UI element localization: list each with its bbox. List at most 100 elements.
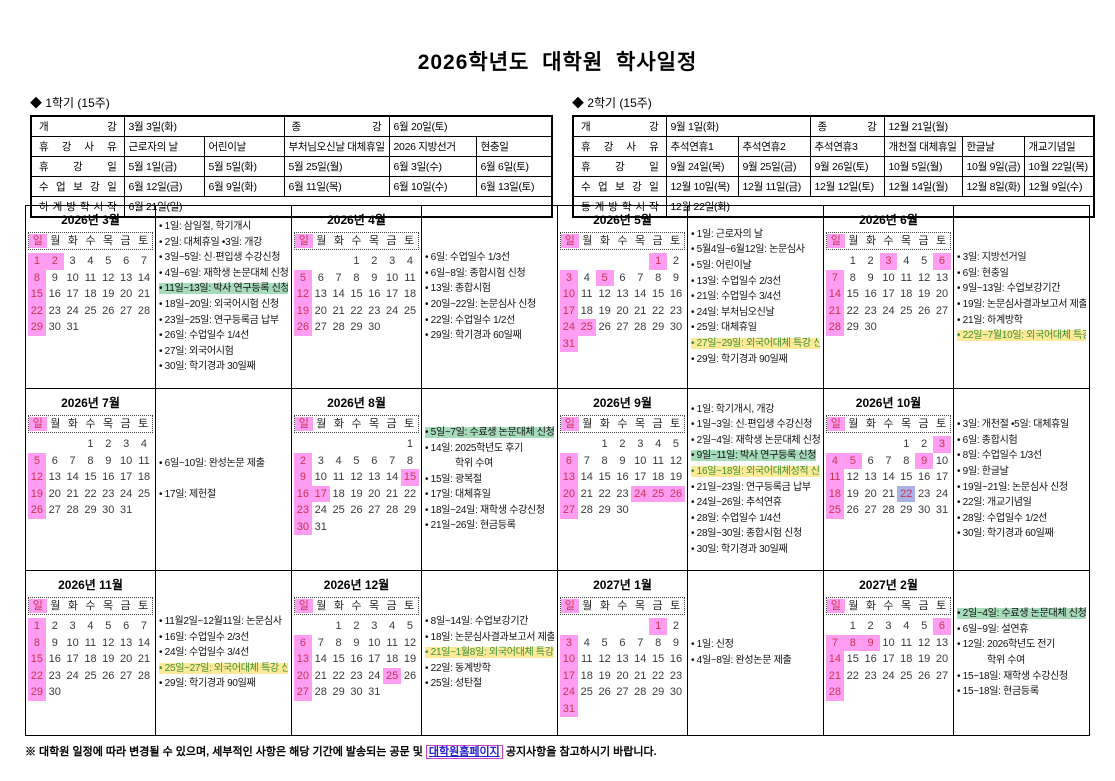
calendar-day: 23 <box>918 487 931 500</box>
calendar-day: 8 <box>406 454 414 467</box>
calendar-week: 18 19 20 21 22 23 24 <box>826 485 951 502</box>
homepage-link[interactable]: 대학원홈페이지 <box>425 745 503 759</box>
calendar-day <box>383 519 401 536</box>
calendar-note: • 30일: 학기경과 30일째 <box>691 542 820 558</box>
note-text: • 25일~27일: 외국어대체 특강 신청 <box>159 662 288 674</box>
semester-2-heading: ◆ 2학기 (15주) <box>572 96 652 110</box>
calendar-day: 28 <box>137 304 151 317</box>
calendar-week: 14 15 16 17 18 19 20 <box>826 286 951 303</box>
weekday-label: 토 <box>936 600 947 612</box>
note-text: • 28일~30일: 종합시험 신청 <box>691 528 802 540</box>
calendar-week: 19 20 21 22 23 24 25 <box>28 485 153 502</box>
calendar-day: 11 <box>900 636 912 649</box>
calendar-day: 23 <box>864 669 877 682</box>
calendar-day: 6 <box>317 271 324 284</box>
calendar-day <box>135 319 153 336</box>
calendar-day <box>99 684 117 701</box>
calendar-day: 17 <box>560 302 578 319</box>
calendar-day: 14 <box>332 288 345 300</box>
calendar-day: 4 <box>903 255 910 267</box>
calendar-week: 27 28 29 30 31 <box>294 684 419 701</box>
calendar-day: 18 <box>386 653 399 665</box>
calendar-day: 12 <box>598 288 611 300</box>
calendar-day: 18 <box>403 288 417 300</box>
calendar-day: 24 <box>631 485 650 502</box>
notes-list: • 2일~4일: 수료생 논문대체 신청 • 6일~9일: 설연휴 • 12일: 2… <box>957 606 1086 700</box>
calendar-note: • 20일~22일: 논문심사 신청 <box>425 297 554 313</box>
semester-value: 6월 3일(수) <box>388 156 477 177</box>
weekday-label: 토 <box>138 418 149 430</box>
calendar-day: 28 <box>634 321 647 333</box>
calendar-note: • 6일: 종합시험 <box>957 433 1086 449</box>
calendar-day: 15 <box>846 288 859 300</box>
calendar-note: • 9일~13일: 수업보강기간 <box>957 281 1086 297</box>
calendar-day: 21 <box>137 288 151 300</box>
weekday-label: 수 <box>617 235 628 247</box>
calendar-day: 10 <box>634 454 647 467</box>
calendar-day: 6 <box>371 454 378 467</box>
weekday-label: 일 <box>29 417 47 431</box>
calendar-day: 23 <box>669 304 683 317</box>
note-text: • 5일~7일: 수료생 논문대체 신청 <box>425 426 554 438</box>
note-text: • 21일: 하계방학 <box>957 314 1023 326</box>
calendar-day: 9 <box>672 636 680 649</box>
calendar-day: 12 <box>102 636 115 649</box>
note-text: • 9일: 한글날 <box>957 465 1009 477</box>
notes-list: • 1일: 근로자의 날 • 5월4일~6월12일: 논문심사 • 5일: 어린이날… <box>691 227 820 367</box>
note-text: • 11일~13일: 박사 연구등록 신청 <box>159 283 288 295</box>
note-text: • 15~18일: 재학생 수강신청 <box>957 670 1068 682</box>
calendar-note: • 9일: 한글날 <box>957 464 1086 480</box>
month-title: 2026년 10월 <box>855 396 922 410</box>
calendar-day: 22 <box>28 302 46 319</box>
note-text: • 24일~26일: 추석연휴 <box>691 497 782 509</box>
note-text: • 24일: 수업일수 3/4선 <box>159 647 250 659</box>
calendar-day: 28 <box>826 684 844 701</box>
calendar-week: 27 28 29 30 <box>560 502 685 519</box>
page-title: 2026학년도 대학원 학사일정 <box>417 51 698 74</box>
calendar-day <box>294 253 312 270</box>
calendar-day <box>82 319 100 336</box>
calendar-weeks: 1 2 3 4 5 6 7 8 9 10 11 12 13 14 15 16 17 18 19 20 21 22 23 24 2… <box>28 253 153 336</box>
calendar-day: 16 <box>48 288 61 300</box>
calendar-note: • 24일: 수업일수 3/4선 <box>159 645 288 661</box>
calendar-day: 1 <box>649 618 668 635</box>
calendar-day <box>614 336 632 353</box>
weekday-label: 화 <box>333 418 344 430</box>
calendar-day <box>348 436 366 453</box>
calendar-day: 24 <box>120 487 133 500</box>
calendar-day <box>560 618 578 635</box>
calendar-day: 26 <box>294 319 312 336</box>
calendar-note: • 5월4일~6월12일: 논문심사 <box>691 242 820 258</box>
calendar-day: 1 <box>849 255 856 267</box>
semester-value: 근로자의 날 <box>123 136 205 157</box>
calendar-week: 14 15 16 17 18 19 20 <box>826 651 951 668</box>
weekday-label: 토 <box>404 235 415 247</box>
note-text: • 8일: 수업일수 1/3선 <box>957 450 1042 462</box>
calendar-day: 12 <box>28 469 46 486</box>
calendar-day: 8 <box>87 454 94 467</box>
calendar-day: 18 <box>332 487 345 500</box>
calendar-day: 22 <box>846 304 859 317</box>
calendar-day: 8 <box>655 271 662 284</box>
note-text: • 27일: 외국어시험 <box>159 345 234 357</box>
semester-value: 6월 9일(화) <box>203 176 285 197</box>
calendar-note: • 5일~7일: 수료생 논문대체 신청 <box>425 425 554 441</box>
calendar-note: • 21일~26일: 현금등록 <box>425 518 554 534</box>
calendar-day: 29 <box>28 684 46 701</box>
note-text: 학위 수여 <box>987 655 1026 666</box>
weekday-label: 수 <box>85 235 96 247</box>
calendar-day: 16 <box>350 653 363 665</box>
calendar-note: • 19일: 논문심사결과보고서 제출 <box>957 297 1086 313</box>
footer-prefix: ※ 대학원 일정에 따라 변경될 수 있으며, 세부적인 사항은 해당 기간에 … <box>25 746 426 758</box>
calendar-day: 28 <box>314 686 327 698</box>
calendar-day: 2 <box>867 620 874 632</box>
note-text: • 24일: 부처님오신날 <box>691 306 775 318</box>
calendar-day: 10 <box>560 651 578 668</box>
calendar-day: 11 <box>84 636 97 649</box>
calendar-week: 15 16 17 18 19 20 21 <box>28 286 153 303</box>
calendar-day <box>330 253 348 270</box>
month-notes: • 2일~4일: 수료생 논문대체 신청 • 6일~9일: 설연휴 • 12일: 2… <box>953 570 1090 736</box>
calendar-day <box>294 436 312 453</box>
calendar-day: 6 <box>619 636 626 649</box>
calendar-day: 7 <box>885 454 892 467</box>
